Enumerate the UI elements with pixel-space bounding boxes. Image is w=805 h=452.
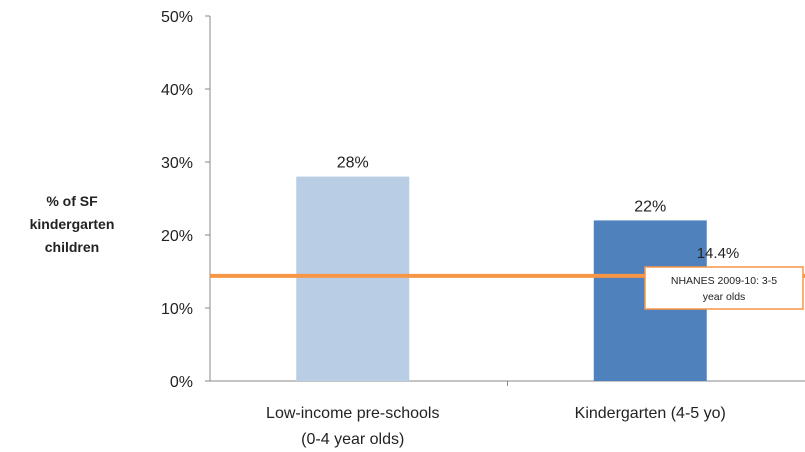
y-tick-label: 50% [161, 9, 193, 26]
y-axis-label: % of SF kindergarten children [30, 193, 115, 255]
y-tick-label: 20% [161, 228, 193, 245]
reference-value-label: 14.4% [697, 245, 740, 262]
reference-line-group: 14.4% NHANES 2009-10: 3-5 year olds [210, 245, 805, 310]
x-category-label: Kindergarten (4-5 yo) [575, 405, 726, 422]
bar-group: 28% Low-income pre-schools (0-4 year olds)… [266, 155, 726, 448]
y-tick-label: 10% [161, 301, 193, 318]
y-tick-label: 40% [161, 82, 193, 99]
bar [296, 176, 410, 381]
reference-annotation-box [644, 266, 804, 310]
reference-annotation-text: year olds [703, 291, 746, 303]
y-tick-group: 0% 10% 20% 30% 40% 50% [161, 9, 210, 391]
y-tick-label: 0% [170, 374, 193, 391]
bar-data-label: 22% [634, 198, 666, 215]
y-axis-label-line: kindergarten [30, 216, 115, 232]
bar-data-label: 28% [337, 155, 369, 172]
y-tick-label: 30% [161, 155, 193, 172]
reference-annotation-text: NHANES 2009-10: 3-5 [671, 275, 777, 287]
x-category-label: (0-4 year olds) [301, 431, 404, 448]
x-category-label: Low-income pre-schools [266, 405, 439, 422]
y-axis-label-line: children [45, 239, 99, 255]
y-axis-label-line: % of SF [46, 193, 98, 209]
